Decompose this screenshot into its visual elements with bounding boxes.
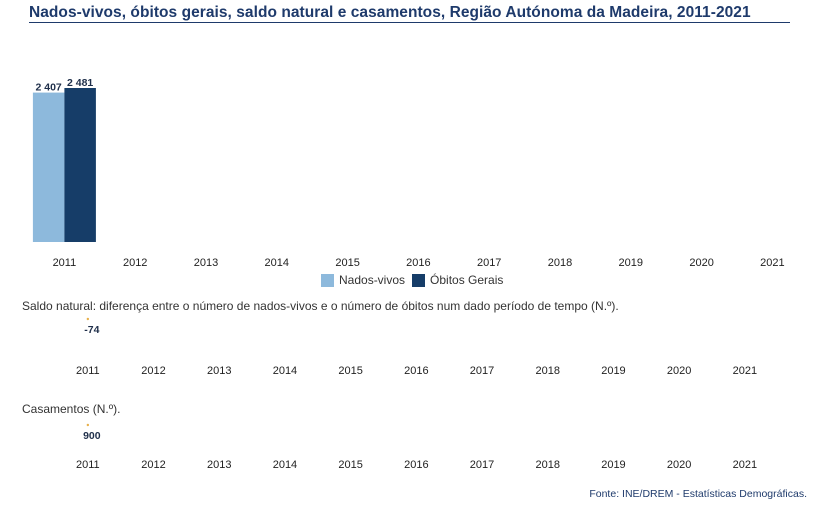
x-tick-label: 2013 bbox=[207, 365, 231, 377]
bar-nados-vivos-2011 bbox=[32, 92, 65, 242]
x-tick-label: 2012 bbox=[141, 459, 165, 471]
legend-swatch-obitos bbox=[412, 273, 426, 287]
data-point bbox=[86, 317, 90, 321]
x-tick-label: 2018 bbox=[548, 257, 572, 269]
bar-legend: Nados-vivos Óbitos Gerais bbox=[321, 273, 510, 287]
data-label: 2 481 bbox=[67, 77, 93, 89]
x-tick-label: 2018 bbox=[536, 459, 560, 471]
x-tick-label: 2014 bbox=[265, 257, 289, 269]
x-tick-label: 2016 bbox=[406, 257, 430, 269]
x-tick-label: 2021 bbox=[760, 257, 784, 269]
x-tick-label: 2019 bbox=[601, 459, 625, 471]
legend-label-obitos: Óbitos Gerais bbox=[430, 273, 504, 287]
x-tick-label: 2014 bbox=[273, 365, 297, 377]
x-tick-label: 2015 bbox=[338, 365, 362, 377]
source-note: Fonte: INE/DREM - Estatísticas Demográfi… bbox=[589, 488, 807, 500]
data-label: 2 407 bbox=[36, 82, 62, 94]
chart-title: Nados-vivos, óbitos gerais, saldo natura… bbox=[29, 4, 751, 21]
x-tick-label: 2012 bbox=[141, 365, 165, 377]
legend-item-nados[interactable]: Nados-vivos bbox=[321, 273, 405, 287]
x-tick-label: 2013 bbox=[207, 459, 231, 471]
x-tick-label: 2021 bbox=[733, 459, 757, 471]
x-tick-label: 2020 bbox=[667, 365, 691, 377]
legend-item-obitos[interactable]: Óbitos Gerais bbox=[412, 273, 503, 287]
x-tick-label: 2018 bbox=[536, 365, 560, 377]
x-tick-label: 2019 bbox=[619, 257, 643, 269]
x-tick-label: 2017 bbox=[470, 459, 494, 471]
legend-label-nados: Nados-vivos bbox=[339, 273, 406, 287]
legend-swatch-nados bbox=[321, 273, 334, 287]
title-underline bbox=[29, 22, 790, 23]
x-tick-label: 2011 bbox=[53, 257, 77, 269]
x-tick-label: 2016 bbox=[404, 365, 428, 377]
data-label: -74 bbox=[84, 324, 99, 336]
x-tick-label: 2012 bbox=[123, 257, 147, 269]
x-tick-label: 2013 bbox=[194, 257, 218, 269]
x-tick-label: 2020 bbox=[689, 257, 713, 269]
x-tick-label: 2014 bbox=[273, 459, 297, 471]
x-tick-label: 2015 bbox=[338, 459, 362, 471]
x-tick-label: 2016 bbox=[404, 459, 428, 471]
x-tick-label: 2011 bbox=[76, 365, 100, 377]
data-label: 900 bbox=[83, 430, 101, 442]
data-point bbox=[86, 423, 90, 427]
x-tick-label: 2021 bbox=[733, 365, 757, 377]
saldo-natural-label: Saldo natural: diferença entre o número … bbox=[22, 299, 619, 313]
x-tick-label: 2020 bbox=[667, 459, 691, 471]
x-tick-label: 2017 bbox=[470, 365, 494, 377]
x-tick-label: 2019 bbox=[601, 365, 625, 377]
bar-obitos-gerais-2011 bbox=[64, 88, 96, 242]
x-tick-label: 2015 bbox=[335, 257, 359, 269]
casamentos-label: Casamentos (N.º). bbox=[22, 402, 121, 416]
x-tick-label: 2011 bbox=[76, 459, 100, 471]
x-tick-label: 2017 bbox=[477, 257, 501, 269]
